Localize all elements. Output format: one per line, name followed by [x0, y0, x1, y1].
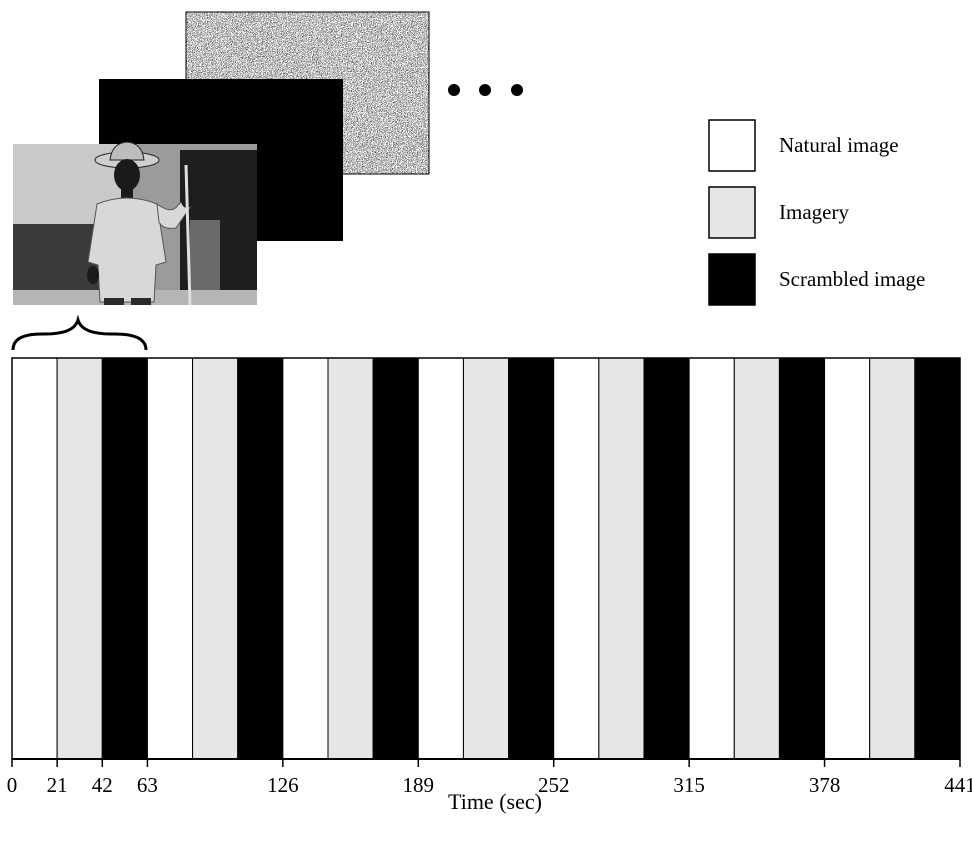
block-bar: [509, 358, 554, 759]
x-tick-label: 0: [7, 773, 18, 797]
x-tick-label: 252: [538, 773, 570, 797]
block-bar: [915, 358, 960, 759]
x-tick-label: 21: [47, 773, 68, 797]
block-bar: [12, 358, 57, 759]
block-bar: [599, 358, 644, 759]
legend-label: Natural image: [779, 133, 899, 157]
legend-label: Imagery: [779, 200, 849, 224]
block-bar: [870, 358, 915, 759]
block-bar: [779, 358, 824, 759]
block-bar: [734, 358, 779, 759]
block-bar: [328, 358, 373, 759]
block-bar: [193, 358, 238, 759]
photo-icon: [13, 142, 257, 305]
block-bar: [147, 358, 192, 759]
block-bar: [102, 358, 147, 759]
stimulus-frames: [13, 12, 429, 305]
block-bar: [238, 358, 283, 759]
x-tick-label: 441: [944, 773, 972, 797]
x-tick-label: 126: [267, 773, 299, 797]
x-axis-label: Time (sec): [448, 789, 542, 814]
block-bar: [57, 358, 102, 759]
x-tick-label: 378: [809, 773, 841, 797]
block-bar: [689, 358, 734, 759]
x-tick-label: 189: [403, 773, 435, 797]
block-bar: [644, 358, 689, 759]
legend-label: Scrambled image: [779, 267, 925, 291]
block-bar: [373, 358, 418, 759]
cycle-brace-icon: [13, 320, 146, 350]
x-tick-label: 315: [673, 773, 705, 797]
legend-swatch: [709, 187, 755, 238]
legend: Natural image Imagery Scrambled image: [709, 120, 925, 305]
x-tick-label: 42: [92, 773, 113, 797]
block-timeline: [12, 358, 960, 759]
block-bar: [554, 358, 599, 759]
x-tick-label: 63: [137, 773, 158, 797]
legend-swatch: [709, 120, 755, 171]
block-bar: [825, 358, 870, 759]
legend-swatch: [709, 254, 755, 305]
ellipsis-dots-icon: [448, 84, 523, 96]
block-bar: [418, 358, 463, 759]
block-bar: [463, 358, 508, 759]
block-bar: [283, 358, 328, 759]
